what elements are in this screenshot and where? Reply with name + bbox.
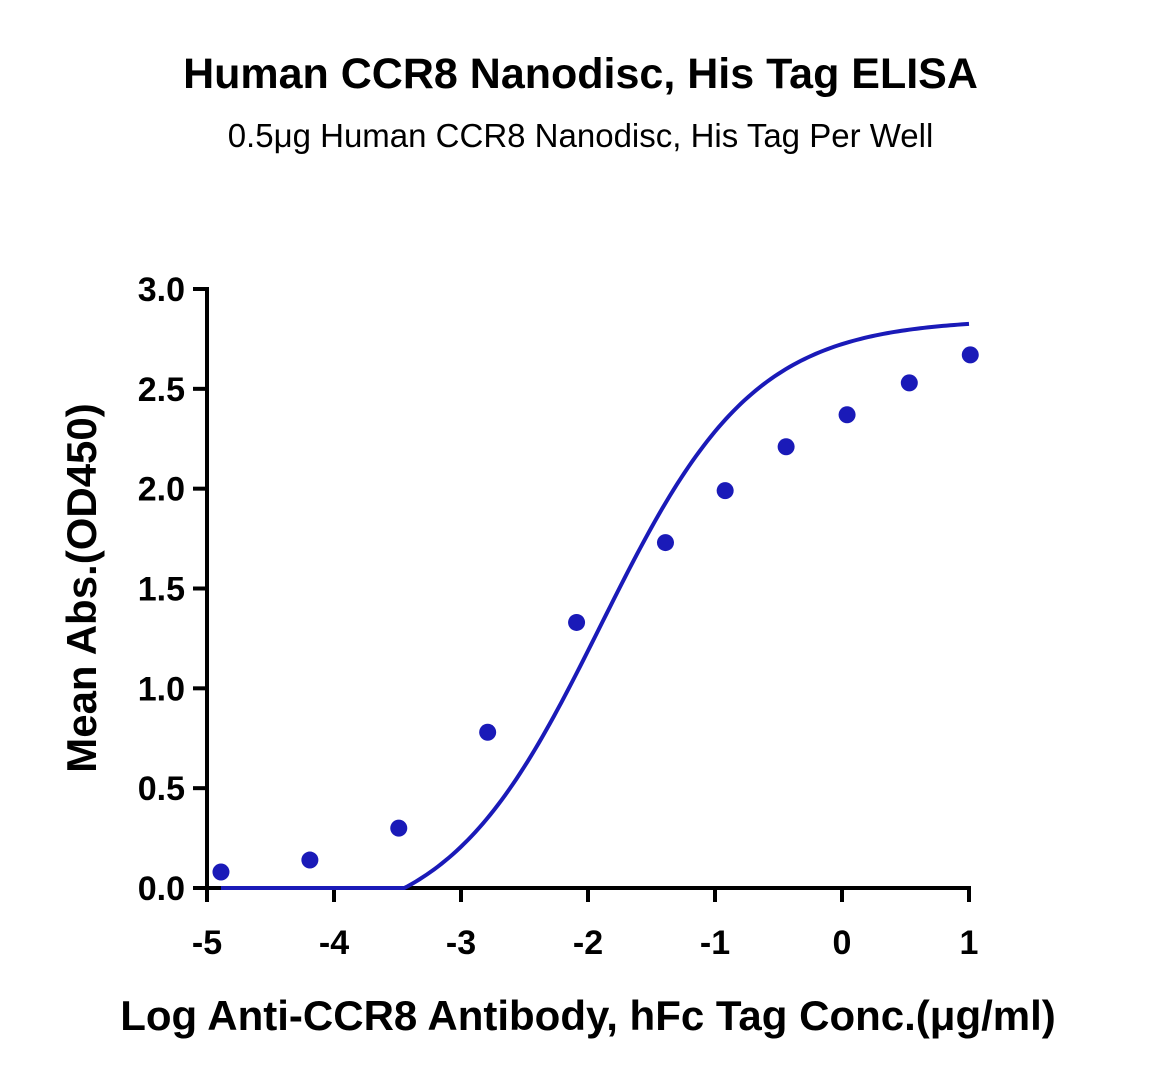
chart-subtitle: 0.5μg Human CCR8 Nanodisc, His Tag Per W… — [227, 117, 934, 154]
data-point — [479, 723, 497, 741]
data-point — [301, 851, 319, 869]
y-tick-label: 1.5 — [138, 571, 185, 609]
x-tick-label: 1 — [960, 924, 979, 962]
x-tick-label: -2 — [573, 924, 603, 962]
x-tick-label: -5 — [192, 924, 222, 962]
fit-curve-line — [220, 321, 970, 890]
y-tick-label: 0.0 — [138, 870, 185, 908]
x-axis-label: Log Anti-CCR8 Antibody, hFc Tag Conc.(μg… — [120, 992, 1056, 1039]
y-tick-label: 0.5 — [138, 770, 185, 808]
data-point — [961, 346, 979, 364]
y-tick-label: 2.5 — [138, 371, 185, 409]
y-tick-label: 2.0 — [138, 471, 185, 509]
data-point — [390, 819, 408, 837]
data-points-layer — [212, 346, 979, 881]
data-point — [716, 482, 734, 500]
y-tick-label: 3.0 — [138, 271, 185, 309]
x-tick-label: -4 — [319, 924, 349, 962]
data-point — [777, 438, 795, 456]
chart-title: Human CCR8 Nanodisc, His Tag ELISA — [183, 50, 978, 98]
data-point — [900, 374, 918, 392]
y-tick-label: 1.0 — [138, 670, 185, 708]
x-tick-label: 0 — [833, 924, 852, 962]
x-tick-label: -1 — [700, 924, 730, 962]
axes: -5 -4 -3 -2 -1 0 1 0.0 0.5 1.0 1.5 2.0 2.5 3.0 — [138, 271, 979, 962]
x-tick-label: -3 — [446, 924, 476, 962]
data-point — [568, 613, 586, 631]
data-point — [838, 406, 856, 424]
y-axis-label: Mean Abs.(OD450) — [58, 403, 105, 773]
data-point — [656, 534, 674, 552]
data-point — [212, 863, 230, 881]
fit-curve-layer — [220, 321, 970, 890]
